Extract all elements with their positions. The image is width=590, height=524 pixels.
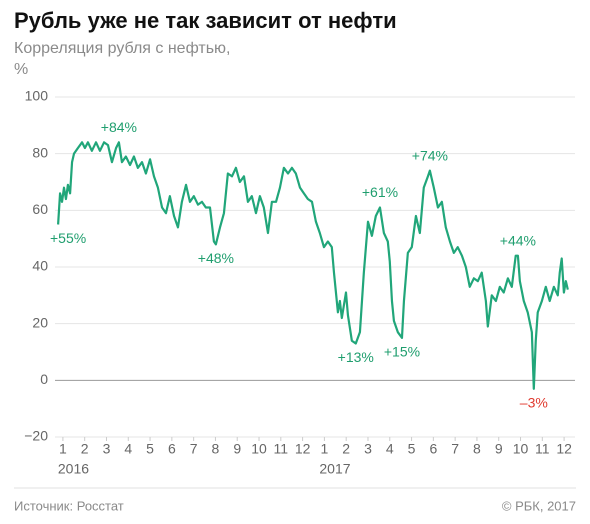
unit-label: %: [14, 61, 28, 78]
annotation: +84%: [101, 119, 137, 135]
x-tick-label: 8: [212, 441, 220, 457]
x-tick-label: 2: [81, 441, 89, 457]
x-tick-label: 9: [233, 441, 241, 457]
y-tick-label: 40: [32, 258, 48, 274]
annotation: +74%: [412, 147, 448, 163]
x-tick-label: 4: [124, 441, 132, 457]
y-tick-label: 60: [32, 201, 48, 217]
x-tick-label: 4: [386, 441, 394, 457]
chart-title: Рубль уже не так зависит от нефти: [14, 8, 397, 33]
x-tick-label: 2: [342, 441, 350, 457]
annotation: +15%: [384, 344, 420, 360]
annotation: +44%: [500, 232, 536, 248]
data-line: [57, 141, 569, 390]
x-tick-label: 6: [168, 441, 176, 457]
x-tick-label: 11: [535, 441, 550, 457]
x-tick-label: 1: [59, 441, 67, 457]
x-tick-label: 3: [364, 441, 372, 457]
x-tick-label: 7: [451, 441, 459, 457]
year-label: 2016: [58, 461, 89, 477]
x-tick-label: 9: [495, 441, 503, 457]
y-tick-label: 20: [32, 314, 48, 330]
chart-subtitle: Корреляция рубля с нефтью,: [14, 40, 230, 57]
copyright: © РБК, 2017: [502, 498, 576, 513]
x-tick-label: 6: [429, 441, 437, 457]
x-tick-label: 5: [408, 441, 416, 457]
x-tick-label: 7: [190, 441, 198, 457]
x-tick-label: 8: [473, 441, 481, 457]
x-tick-label: 10: [251, 441, 267, 457]
y-tick-label: 0: [40, 371, 48, 387]
annotation: +13%: [338, 349, 374, 365]
x-tick-label: 11: [274, 441, 289, 457]
annotation: +48%: [198, 250, 234, 266]
y-tick-label: −20: [24, 428, 48, 444]
x-tick-label: 10: [513, 441, 529, 457]
annotation: +55%: [50, 230, 86, 246]
x-tick-label: 12: [295, 441, 311, 457]
x-tick-label: 5: [146, 441, 154, 457]
annotation: –3%: [520, 395, 548, 411]
x-tick-label: 1: [320, 441, 328, 457]
x-tick-label: 3: [103, 441, 111, 457]
year-label: 2017: [319, 461, 350, 477]
x-tick-label: 12: [556, 441, 572, 457]
source: Источник: Росстат: [14, 498, 124, 513]
y-tick-label: 80: [32, 144, 48, 160]
annotation: +61%: [362, 184, 398, 200]
y-tick-label: 100: [25, 88, 49, 104]
